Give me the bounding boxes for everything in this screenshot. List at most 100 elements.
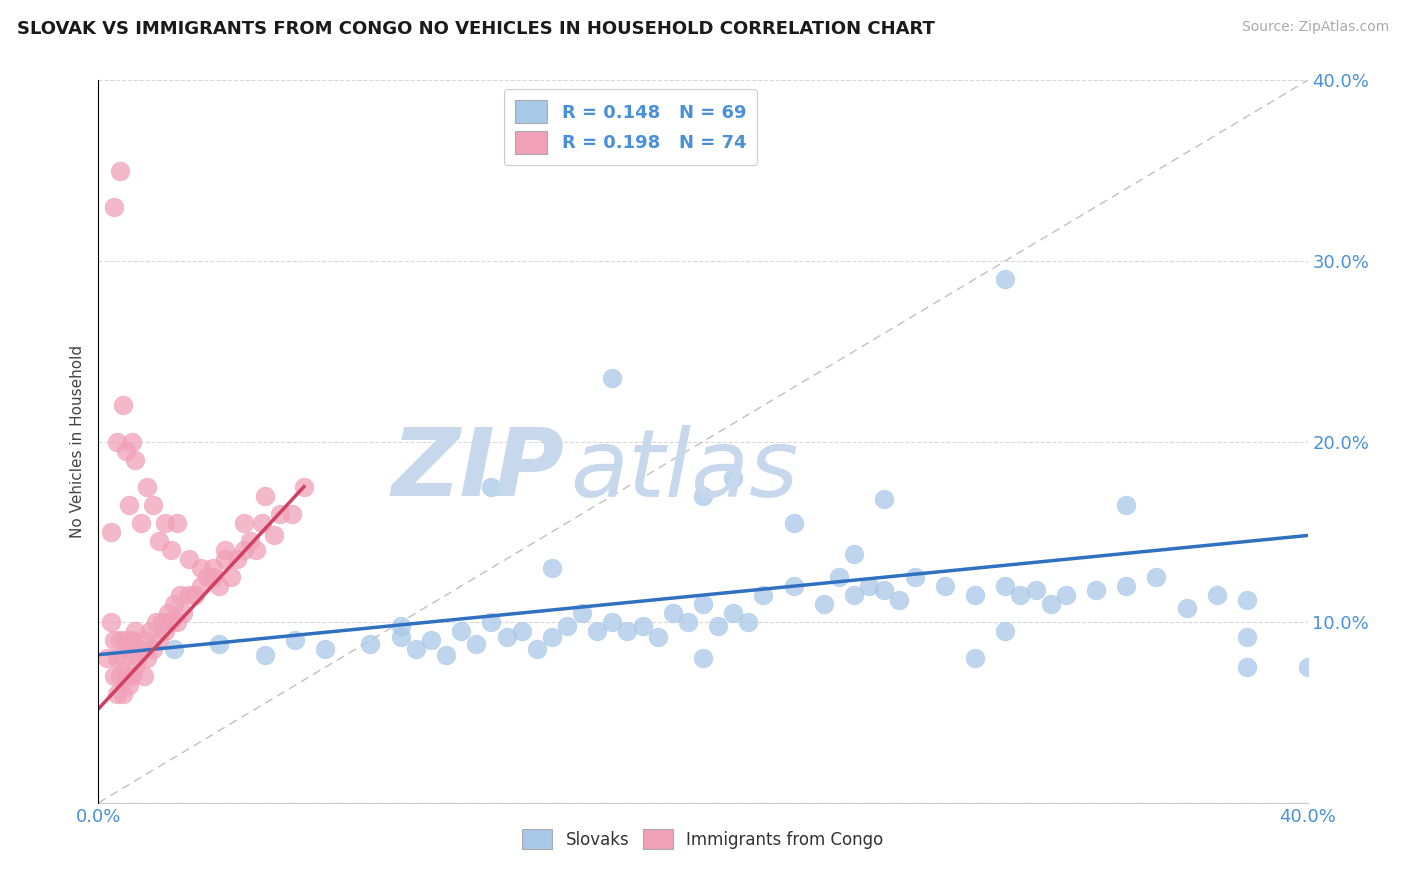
- Point: [127, 651, 149, 665]
- Point: [1144, 570, 1167, 584]
- Point: [190, 579, 212, 593]
- Legend: Slovaks, Immigrants from Congo: Slovaks, Immigrants from Congo: [516, 822, 890, 856]
- Point: [965, 651, 987, 665]
- Point: [405, 642, 427, 657]
- Point: [269, 507, 291, 521]
- Point: [114, 633, 136, 648]
- Point: [571, 606, 593, 620]
- Point: [360, 637, 382, 651]
- Point: [723, 471, 745, 485]
- Point: [121, 633, 143, 648]
- Point: [172, 606, 194, 620]
- Point: [292, 480, 315, 494]
- Point: [139, 624, 162, 639]
- Point: [163, 597, 186, 611]
- Point: [450, 624, 472, 639]
- Point: [1115, 579, 1137, 593]
- Point: [1024, 582, 1046, 597]
- Point: [994, 624, 1017, 639]
- Point: [540, 561, 562, 575]
- Point: [124, 624, 146, 639]
- Point: [105, 434, 128, 449]
- Point: [858, 579, 880, 593]
- Point: [226, 552, 249, 566]
- Point: [135, 651, 157, 665]
- Point: [389, 619, 412, 633]
- Point: [586, 624, 609, 639]
- Point: [190, 561, 212, 575]
- Point: [737, 615, 759, 630]
- Point: [263, 528, 285, 542]
- Text: SLOVAK VS IMMIGRANTS FROM CONGO NO VEHICLES IN HOUSEHOLD CORRELATION CHART: SLOVAK VS IMMIGRANTS FROM CONGO NO VEHIC…: [17, 20, 935, 37]
- Point: [526, 642, 548, 657]
- Point: [129, 642, 152, 657]
- Point: [132, 669, 155, 683]
- Point: [752, 588, 775, 602]
- Point: [153, 516, 176, 530]
- Point: [1236, 630, 1258, 644]
- Point: [202, 561, 225, 575]
- Point: [169, 588, 191, 602]
- Point: [105, 651, 128, 665]
- Point: [108, 669, 131, 683]
- Point: [555, 619, 578, 633]
- Point: [118, 642, 141, 657]
- Point: [96, 651, 118, 665]
- Point: [232, 542, 254, 557]
- Point: [153, 624, 176, 639]
- Point: [1085, 582, 1108, 597]
- Point: [184, 588, 207, 602]
- Point: [314, 642, 336, 657]
- Point: [707, 619, 730, 633]
- Y-axis label: No Vehicles in Household: No Vehicles in Household: [70, 345, 86, 538]
- Point: [160, 542, 183, 557]
- Point: [111, 651, 134, 665]
- Point: [221, 570, 243, 584]
- Point: [103, 669, 125, 683]
- Point: [434, 648, 457, 662]
- Point: [994, 272, 1017, 286]
- Point: [232, 516, 254, 530]
- Point: [616, 624, 638, 639]
- Point: [108, 163, 131, 178]
- Point: [179, 552, 201, 566]
- Point: [111, 398, 134, 412]
- Point: [179, 588, 201, 602]
- Point: [118, 678, 141, 692]
- Point: [965, 588, 987, 602]
- Point: [250, 516, 273, 530]
- Point: [844, 588, 866, 602]
- Point: [124, 452, 146, 467]
- Point: [692, 489, 714, 503]
- Point: [148, 633, 170, 648]
- Point: [1296, 660, 1319, 674]
- Point: [145, 615, 167, 630]
- Point: [214, 542, 236, 557]
- Point: [245, 542, 267, 557]
- Point: [676, 615, 699, 630]
- Point: [1175, 600, 1198, 615]
- Point: [163, 642, 186, 657]
- Point: [129, 516, 152, 530]
- Point: [253, 648, 276, 662]
- Point: [540, 630, 562, 644]
- Point: [602, 371, 624, 385]
- Point: [166, 516, 188, 530]
- Point: [135, 480, 157, 494]
- Point: [647, 630, 669, 644]
- Point: [111, 687, 134, 701]
- Point: [481, 615, 503, 630]
- Point: [100, 524, 122, 539]
- Point: [281, 507, 304, 521]
- Point: [1115, 498, 1137, 512]
- Point: [284, 633, 307, 648]
- Text: atlas: atlas: [569, 425, 799, 516]
- Point: [105, 687, 128, 701]
- Point: [1236, 593, 1258, 607]
- Point: [148, 533, 170, 548]
- Point: [124, 660, 146, 674]
- Point: [1010, 588, 1032, 602]
- Point: [253, 489, 276, 503]
- Point: [160, 615, 183, 630]
- Point: [195, 570, 218, 584]
